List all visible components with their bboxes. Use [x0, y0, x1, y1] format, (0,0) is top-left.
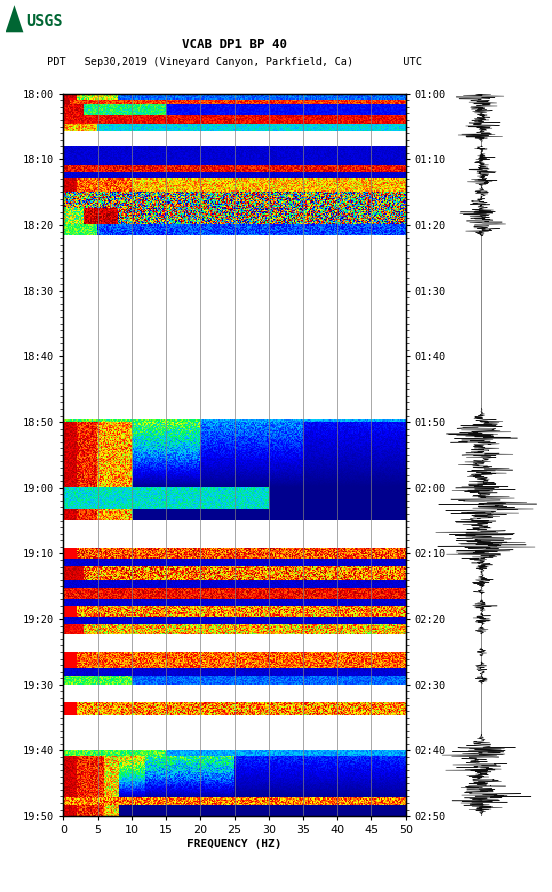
Text: VCAB DP1 BP 40: VCAB DP1 BP 40	[182, 38, 287, 51]
X-axis label: FREQUENCY (HZ): FREQUENCY (HZ)	[187, 839, 282, 849]
Text: PDT   Sep30,2019 (Vineyard Canyon, Parkfield, Ca)        UTC: PDT Sep30,2019 (Vineyard Canyon, Parkfie…	[47, 57, 422, 68]
Text: USGS: USGS	[26, 14, 63, 29]
Polygon shape	[6, 5, 23, 32]
